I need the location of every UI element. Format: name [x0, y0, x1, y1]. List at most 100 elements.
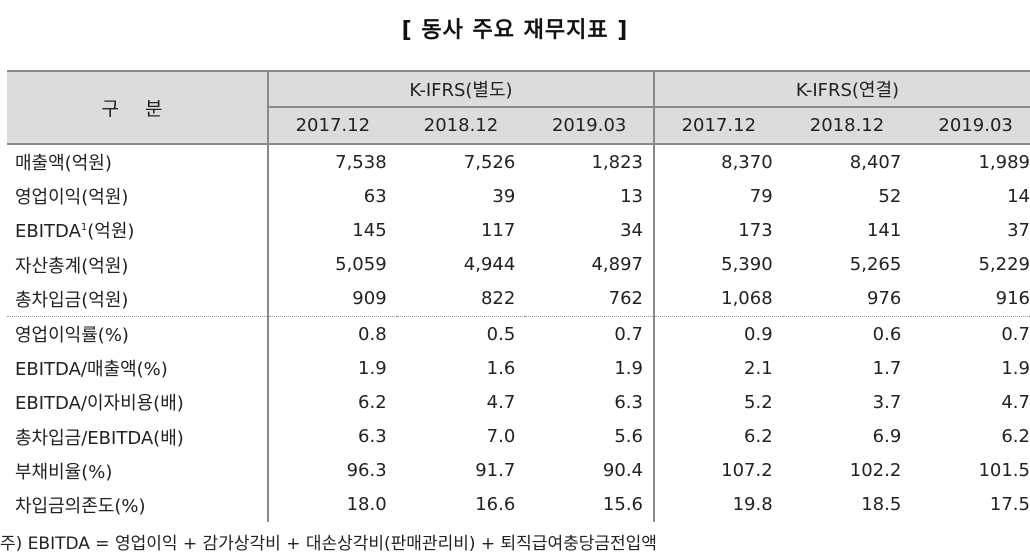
- period-header: 2017.12: [267, 107, 397, 145]
- value-cell: 822: [396, 281, 526, 317]
- value-cell: 4.7: [486, 391, 516, 413]
- value-cell: 117: [480, 219, 516, 241]
- value-cell: 1.6: [486, 357, 516, 379]
- table-row: 영업이익률(%) 0.8 0.5 0.7 0.9 0.6 0.7: [7, 316, 1030, 352]
- value-cell: 916: [911, 281, 1030, 317]
- period-header: 2018.12: [396, 107, 526, 145]
- value-cell: 173: [653, 213, 783, 248]
- row-label: EBITDA/매출액(%): [15, 359, 168, 381]
- value-cell: 5,059: [267, 247, 397, 282]
- value-cell: 909: [267, 281, 397, 317]
- value-cell: 3.7: [872, 391, 902, 413]
- row-label: EBITDA1(억원): [7, 213, 268, 247]
- value-cell: 5.2: [653, 385, 783, 420]
- value-cell: 0.8: [267, 316, 397, 352]
- value-cell: 6.3: [267, 419, 397, 454]
- row-label: 자산총계(억원): [15, 255, 129, 277]
- row-label: EBITDA/이자비용(배): [15, 393, 184, 415]
- value-cell: 0.6: [872, 323, 902, 345]
- value-cell: 7,538: [267, 144, 397, 180]
- table-row: EBITDA/이자비용(배) 6.2 4.7 6.3 5.2 3.7 4.7: [7, 385, 1030, 420]
- value-cell: 4,944: [463, 254, 516, 276]
- value-cell: 5,229: [978, 254, 1030, 276]
- table-row: 매출액(억원) 7,538 7,526 1,823 8,370 8,407 1,989: [7, 144, 1030, 180]
- value-cell: 16.6: [475, 494, 516, 516]
- value-cell: 4,897: [591, 254, 643, 276]
- table-row: 총차입금/EBITDA(배) 6.3 7.0 5.6 6.2 6.9 6.2: [7, 419, 1030, 454]
- value-cell: 145: [267, 213, 397, 248]
- row-label: 총차입금/EBITDA(배): [15, 427, 184, 449]
- value-cell: 34: [620, 219, 643, 241]
- period-header: 2018.12: [782, 107, 912, 145]
- value-cell: 8,407: [849, 151, 902, 173]
- value-cell: 0.9: [653, 316, 783, 352]
- table-row: 차입금의존도(%) 18.0 16.6 15.6 19.8 18.5 17.5: [7, 487, 1030, 523]
- table-row: EBITDA/매출액(%) 1.9 1.6 1.9 2.1 1.7 1.9: [7, 351, 1030, 386]
- period-header: 2019.03: [911, 107, 1030, 145]
- footnote: 주) EBITDA = 영업이익 + 감가상각비 + 대손상각비(판매관리비) …: [0, 534, 657, 554]
- value-cell: 5,390: [653, 247, 783, 282]
- value-cell: 1.9: [1001, 357, 1030, 379]
- value-cell: 107.2: [653, 453, 783, 488]
- value-cell: 976: [782, 281, 912, 317]
- value-cell: 79: [653, 179, 783, 214]
- value-cell: 0.7: [1001, 323, 1030, 345]
- row-label-unit: (억원): [87, 221, 135, 243]
- row-label: 총차입금(억원): [7, 281, 268, 317]
- value-cell: 1.7: [872, 357, 902, 379]
- value-cell: 17.5: [989, 494, 1030, 516]
- row-label: 부채비율(%): [15, 461, 113, 483]
- period-header: 2017.12: [653, 107, 783, 145]
- value-cell: 0.5: [486, 323, 516, 345]
- value-cell: 0.7: [614, 323, 643, 345]
- value-cell: 15.6: [602, 494, 643, 516]
- value-cell: 7,526: [463, 151, 516, 173]
- row-label: 영업이익률(%): [15, 325, 129, 347]
- row-label: 영업이익(억원): [15, 187, 129, 209]
- value-cell: 13: [620, 185, 643, 207]
- value-cell: 39: [492, 185, 516, 207]
- value-cell: 6.3: [614, 391, 643, 413]
- value-cell: 1.9: [614, 357, 643, 379]
- value-cell: 96.3: [267, 453, 397, 488]
- table-row: EBITDA1(억원) 145 117 34 173 141 37: [7, 213, 1030, 248]
- value-cell: 91.7: [475, 460, 516, 482]
- header-row-periods: 2017.12 2018.12 2019.03 2017.12 2018.12 …: [7, 107, 1030, 145]
- value-cell: 5.6: [614, 426, 643, 448]
- value-cell: 1,989: [978, 151, 1030, 173]
- value-cell: 2.1: [653, 351, 783, 386]
- group-header-separate: K-IFRS(별도): [267, 70, 654, 108]
- category-header: 구 분: [7, 70, 268, 145]
- page-title: [ 동사 주요 재무지표 ]: [401, 18, 629, 43]
- value-cell: 1,068: [653, 281, 783, 317]
- value-cell: 14: [1007, 185, 1030, 207]
- value-cell: 37: [1007, 219, 1030, 241]
- value-cell: 18.5: [861, 494, 902, 516]
- value-cell: 5,265: [849, 254, 902, 276]
- value-cell: 6.2: [1001, 426, 1030, 448]
- financial-indicators-table: 구 분 K-IFRS(별도) K-IFRS(연결) 2017.12 2018.1…: [7, 70, 1030, 523]
- value-cell: 762: [525, 281, 654, 317]
- value-cell: 8,370: [653, 144, 783, 180]
- value-cell: 7.0: [486, 426, 516, 448]
- row-label: 매출액(억원): [15, 153, 112, 175]
- table-row: 부채비율(%) 96.3 91.7 90.4 107.2 102.2 101.5: [7, 453, 1030, 488]
- value-cell: 141: [866, 219, 902, 241]
- value-cell: 18.0: [267, 487, 397, 523]
- value-cell: 90.4: [602, 460, 643, 482]
- value-cell: 101.5: [978, 460, 1030, 482]
- value-cell: 102.2: [849, 460, 902, 482]
- group-header-consolidated: K-IFRS(연결): [653, 70, 1030, 108]
- value-cell: 19.8: [653, 487, 783, 523]
- table-row: 자산총계(억원) 5,059 4,944 4,897 5,390 5,265 5,229: [7, 247, 1030, 282]
- period-header: 2019.03: [525, 107, 654, 145]
- value-cell: 6.2: [267, 385, 397, 420]
- row-label: 차입금의존도(%): [15, 495, 146, 517]
- value-cell: 1,823: [591, 151, 643, 173]
- footnote-marker: 1: [80, 222, 88, 234]
- value-cell: 52: [878, 185, 902, 207]
- value-cell: 6.2: [653, 419, 783, 454]
- header-row-groups: 구 분 K-IFRS(별도) K-IFRS(연결): [7, 70, 1030, 145]
- row-label-main: EBITDA: [15, 221, 81, 243]
- value-cell: 4.7: [1001, 391, 1030, 413]
